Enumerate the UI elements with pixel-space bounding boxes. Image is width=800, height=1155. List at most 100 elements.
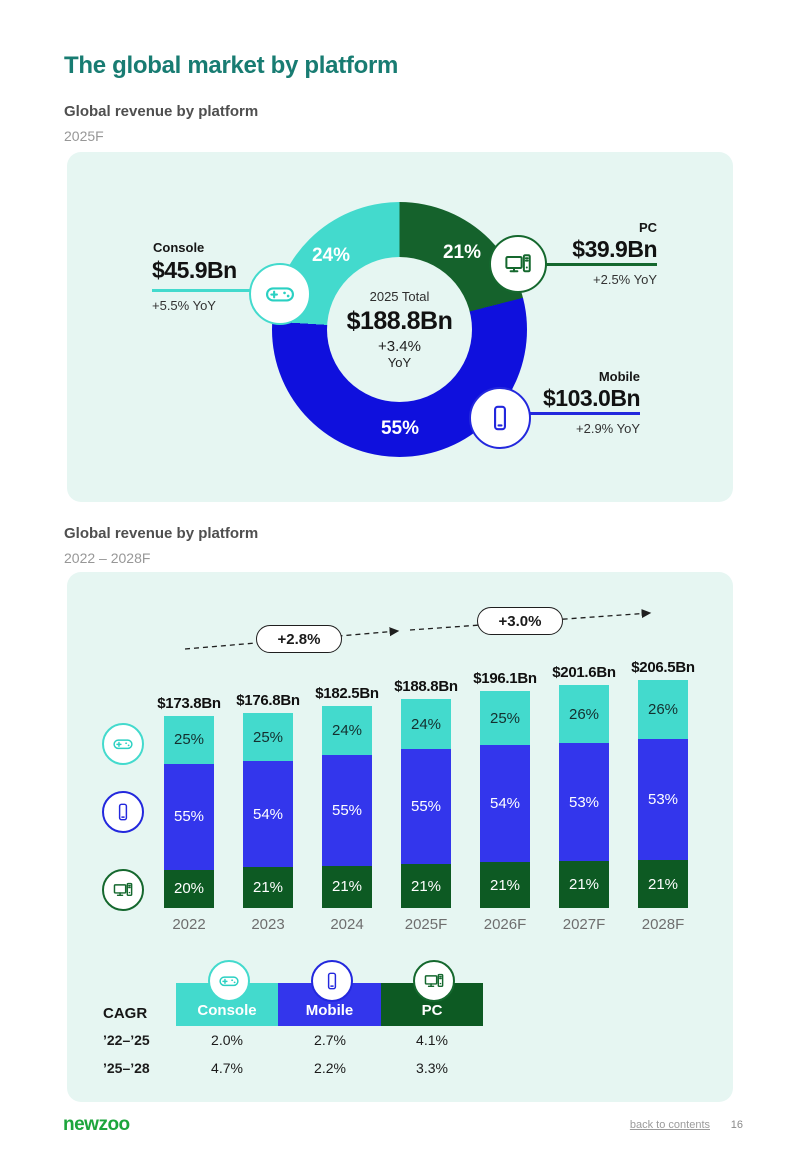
- bar-total-2025F: $188.8Bn: [394, 678, 458, 696]
- segment-percent-label: 55%: [410, 798, 442, 816]
- segment-percent-label: 24%: [410, 715, 442, 733]
- cagr-pc-25-28: 3.3%: [416, 1060, 448, 1076]
- donut-pct-pc: 21%: [442, 242, 482, 263]
- bar-2023: 25% 54% 21%: [243, 712, 293, 908]
- bar-2022-pc-segment: 20%: [164, 869, 214, 908]
- cagr-column-mobile-label: Mobile: [305, 1002, 354, 1019]
- cagr-mobile-icon-circle: [311, 960, 353, 1002]
- bar-2027F: 26% 53% 21%: [559, 685, 609, 908]
- donut-center-value: $188.8Bn: [346, 307, 453, 335]
- segment-percent-label: 21%: [252, 878, 284, 896]
- segment-percent-label: 25%: [489, 709, 521, 727]
- segment-percent-label: 54%: [252, 805, 284, 823]
- bar-2023-pc-segment: 21%: [243, 866, 293, 908]
- pc-callout-yoy: +2.5% YoY: [593, 272, 657, 287]
- pc-icon: [112, 879, 134, 901]
- console-callout-yoy: +5.5% YoY: [152, 298, 216, 313]
- cagr-mobile-22-25: 2.7%: [314, 1032, 346, 1048]
- segment-percent-label: 20%: [173, 880, 205, 898]
- cagr-row2-label: ’25–’28: [103, 1060, 150, 1076]
- gamepad-icon: [218, 970, 240, 992]
- section2-period: 2022 – 2028F: [64, 550, 151, 566]
- pc-callout-line: [542, 263, 657, 266]
- mobile-icon: [112, 801, 134, 823]
- x-axis-label-2024: 2024: [330, 916, 364, 933]
- bar-2026F: 25% 54% 21%: [480, 691, 530, 908]
- x-axis-label-2028F: 2028F: [641, 916, 685, 933]
- x-axis-label-2023: 2023: [251, 916, 285, 933]
- donut-center-label: 2025 Total: [369, 289, 430, 304]
- pc-callout-name: PC: [638, 220, 657, 235]
- console-icon-circle: [249, 263, 311, 325]
- mobile-callout-line: [526, 412, 640, 415]
- x-axis-label-2027F: 2027F: [562, 916, 606, 933]
- segment-percent-label: 53%: [568, 793, 600, 811]
- segment-percent-label: 55%: [331, 801, 363, 819]
- legend-mobile-icon-circle: [102, 791, 144, 833]
- mobile-callout-yoy: +2.9% YoY: [576, 421, 640, 436]
- bar-total-2026F: $196.1Bn: [473, 670, 537, 688]
- bar-2026F-console-segment: 25%: [480, 691, 530, 746]
- legend-console-icon-circle: [102, 723, 144, 765]
- gamepad-icon: [112, 733, 134, 755]
- donut-pct-console: 24%: [311, 245, 351, 266]
- bar-2022-console-segment: 25%: [164, 715, 214, 764]
- segment-percent-label: 24%: [331, 722, 363, 740]
- section2-heading: Global revenue by platform: [64, 525, 259, 542]
- mobile-icon-circle: [469, 387, 531, 449]
- donut-pct-mobile: 55%: [380, 418, 420, 439]
- bar-2025F-mobile-segment: 55%: [401, 749, 451, 865]
- bar-total-2028F: $206.5Bn: [631, 658, 695, 676]
- newzoo-logo: newzoo: [63, 1114, 130, 1135]
- section1-heading: Global revenue by platform: [64, 103, 259, 120]
- bar-2024: 24% 55% 21%: [322, 706, 372, 908]
- cagr-row1-label: ’22–’25: [103, 1032, 150, 1048]
- bar-2027F-pc-segment: 21%: [559, 861, 609, 908]
- bar-2026F-mobile-segment: 54%: [480, 745, 530, 863]
- back-to-contents-link[interactable]: back to contents: [629, 1119, 710, 1131]
- page-title: The global market by platform: [64, 52, 399, 79]
- mobile-icon: [321, 970, 343, 992]
- mobile-callout-value: $103.0Bn: [542, 385, 641, 411]
- legend-pc-icon-circle: [102, 869, 144, 911]
- x-axis-label-2022: 2022: [172, 916, 206, 933]
- page-number: 16: [730, 1119, 743, 1131]
- cagr-console-22-25: 2.0%: [211, 1032, 243, 1048]
- cagr-mobile-25-28: 2.2%: [314, 1060, 346, 1076]
- bar-total-2023: $176.8Bn: [236, 691, 300, 709]
- cagr-column-pc-label: PC: [421, 1002, 443, 1019]
- x-axis-label-2026F: 2026F: [483, 916, 527, 933]
- bar-2024-console-segment: 24%: [322, 706, 372, 755]
- segment-percent-label: 21%: [331, 878, 363, 896]
- bar-2023-mobile-segment: 54%: [243, 761, 293, 867]
- bar-total-2022: $173.8Bn: [157, 694, 221, 712]
- bar-2028F-console-segment: 26%: [638, 679, 688, 740]
- mobile-callout-name: Mobile: [598, 369, 640, 384]
- segment-percent-label: 25%: [252, 728, 284, 746]
- bar-2024-pc-segment: 21%: [322, 865, 372, 908]
- cagr-label: CAGR: [103, 1005, 148, 1022]
- pc-icon: [423, 970, 445, 992]
- bar-2024-mobile-segment: 55%: [322, 754, 372, 866]
- pc-icon: [503, 249, 533, 279]
- donut-center: 2025 Total $188.8Bn +3.4% YoY: [327, 257, 472, 402]
- mobile-icon: [484, 402, 516, 434]
- bar-2025F: 24% 55% 21%: [401, 699, 451, 908]
- console-callout-value: $45.9Bn: [152, 257, 237, 283]
- bar-2027F-console-segment: 26%: [559, 685, 609, 744]
- bar-2028F-pc-segment: 21%: [638, 860, 688, 908]
- segment-percent-label: 26%: [647, 700, 679, 718]
- cagr-column-console-label: Console: [197, 1002, 257, 1019]
- segment-percent-label: 25%: [173, 731, 205, 749]
- bar-2028F: 26% 53% 21%: [638, 679, 688, 908]
- bar-2023-console-segment: 25%: [243, 712, 293, 762]
- segment-percent-label: 21%: [489, 876, 521, 894]
- cagr-console-25-28: 4.7%: [211, 1060, 243, 1076]
- bar-2025F-pc-segment: 21%: [401, 864, 451, 908]
- cagr-pc-22-25: 4.1%: [416, 1032, 448, 1048]
- growth-pill-1: +2.8%: [256, 625, 342, 653]
- segment-percent-label: 54%: [489, 795, 521, 813]
- cagr-console-icon-circle: [208, 960, 250, 1002]
- pc-callout-value: $39.9Bn: [572, 236, 657, 262]
- pc-icon-circle: [489, 235, 547, 293]
